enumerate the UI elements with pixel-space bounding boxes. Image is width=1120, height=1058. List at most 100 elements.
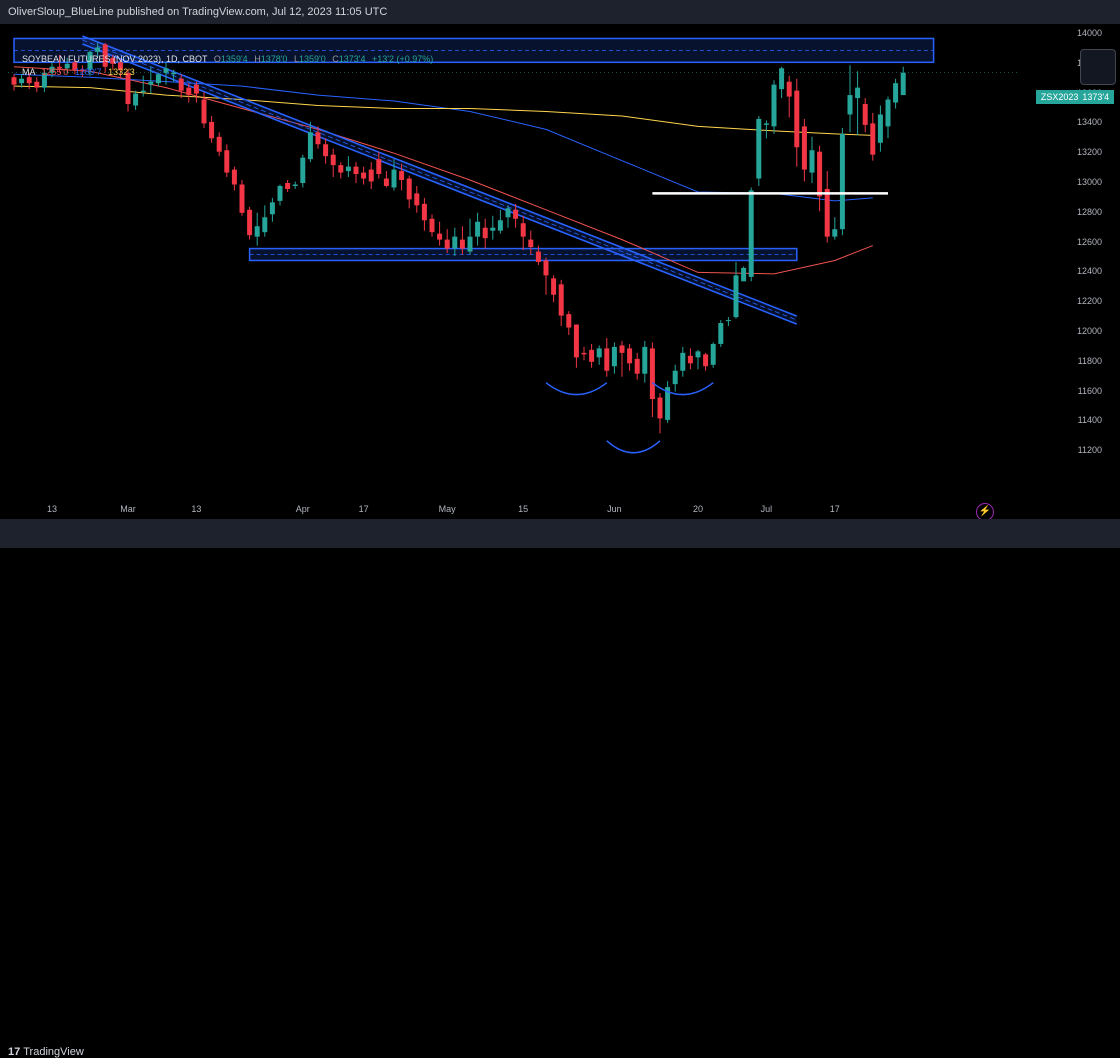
candle-body	[224, 150, 230, 173]
candle	[102, 42, 108, 73]
ma-legend[interactable]: MA 1255'0 1289'7 1332'3	[22, 67, 135, 77]
candle	[399, 163, 405, 191]
x-tick-label: Apr	[295, 504, 310, 514]
candle	[558, 279, 564, 327]
trend-channel-line-0	[82, 35, 798, 317]
x-tick-label: Jul	[760, 504, 773, 514]
candle-body	[209, 121, 215, 139]
candles	[11, 42, 906, 434]
candle	[687, 348, 693, 370]
candle	[566, 311, 572, 335]
candle-body	[839, 133, 845, 230]
candle-body	[687, 355, 693, 364]
candle-body	[102, 44, 108, 67]
candle-body	[558, 284, 564, 316]
candle-body	[216, 136, 222, 152]
candle-body	[703, 354, 709, 367]
candle-body	[824, 188, 830, 237]
candle-body	[406, 178, 412, 200]
candle-body	[649, 348, 655, 400]
candle-body	[254, 226, 260, 237]
price-chart[interactable]	[8, 24, 1112, 519]
candle	[589, 343, 595, 368]
candle-body	[497, 220, 503, 231]
candle-body	[125, 72, 131, 105]
candle	[862, 98, 868, 133]
candle	[49, 62, 55, 78]
candle	[710, 342, 716, 368]
candle	[171, 69, 177, 82]
candle	[513, 203, 519, 228]
axis-settings-button[interactable]	[1080, 49, 1116, 85]
candle-body	[718, 323, 724, 344]
candle	[361, 166, 367, 185]
candle	[452, 227, 458, 257]
candle	[155, 72, 161, 87]
candle	[893, 78, 899, 109]
candle-body	[399, 171, 405, 181]
candle-body	[414, 193, 420, 206]
candle-body	[657, 397, 663, 419]
candle	[748, 187, 754, 282]
candle-body	[133, 93, 139, 106]
candle	[725, 317, 731, 327]
low-key: L	[293, 54, 299, 64]
candle	[444, 229, 450, 254]
candle	[870, 112, 876, 161]
candle	[573, 324, 579, 368]
candle-body	[855, 87, 861, 99]
chart-frame[interactable]: 1400013800136001340013200130001280012600…	[8, 24, 1116, 521]
candle	[437, 221, 443, 246]
candle-body	[148, 81, 154, 85]
candle	[414, 185, 420, 213]
candle-body	[110, 57, 116, 64]
ma-label: MA	[22, 67, 36, 77]
candle-body	[528, 239, 534, 248]
candle	[148, 66, 154, 94]
open-value: 1359'4	[220, 54, 248, 64]
tradingview-logo[interactable]: 17 TradingView	[8, 1046, 84, 1058]
candle-body	[611, 346, 617, 367]
candle-body	[34, 81, 40, 88]
candle-body	[323, 144, 329, 157]
badge-symbol: ZSX2023	[1040, 91, 1079, 102]
candle-body	[794, 90, 800, 148]
trend-channel-line-2	[82, 43, 798, 325]
candle-body	[809, 150, 815, 173]
candle	[459, 226, 465, 255]
pattern-arcs	[545, 382, 714, 454]
candle	[163, 62, 169, 85]
candle	[391, 159, 397, 191]
symbol-legend[interactable]: SOYBEAN FUTURES (NOV 2023), 1D, CBOT O13…	[22, 54, 433, 64]
candle	[497, 209, 503, 234]
candle-body	[277, 185, 283, 201]
candle	[741, 266, 747, 282]
candle	[855, 71, 861, 136]
x-tick-label: 20	[692, 504, 704, 514]
candle-body	[79, 69, 85, 72]
candle-body	[877, 114, 883, 143]
candle-body	[763, 123, 769, 125]
candle	[178, 74, 184, 99]
candle-body	[140, 90, 146, 93]
candle	[467, 218, 473, 255]
candle-body	[429, 218, 435, 233]
candle-body	[186, 87, 192, 96]
y-tick-label: 11800	[1077, 355, 1102, 366]
candle	[535, 245, 541, 265]
candle-body	[452, 236, 458, 249]
candle	[794, 78, 800, 167]
candle	[353, 162, 359, 183]
badge-price: 1373'4	[1082, 91, 1110, 102]
candle	[801, 118, 807, 182]
candle-body	[771, 84, 777, 127]
candle-body	[573, 324, 579, 358]
tradingview-brand: TradingView	[23, 1046, 84, 1058]
candle	[330, 148, 336, 178]
candle-body	[383, 178, 389, 186]
candle-body	[535, 251, 541, 262]
candle	[41, 69, 47, 93]
candle-body	[330, 154, 336, 166]
candle-body	[513, 209, 519, 219]
candle	[231, 166, 237, 191]
